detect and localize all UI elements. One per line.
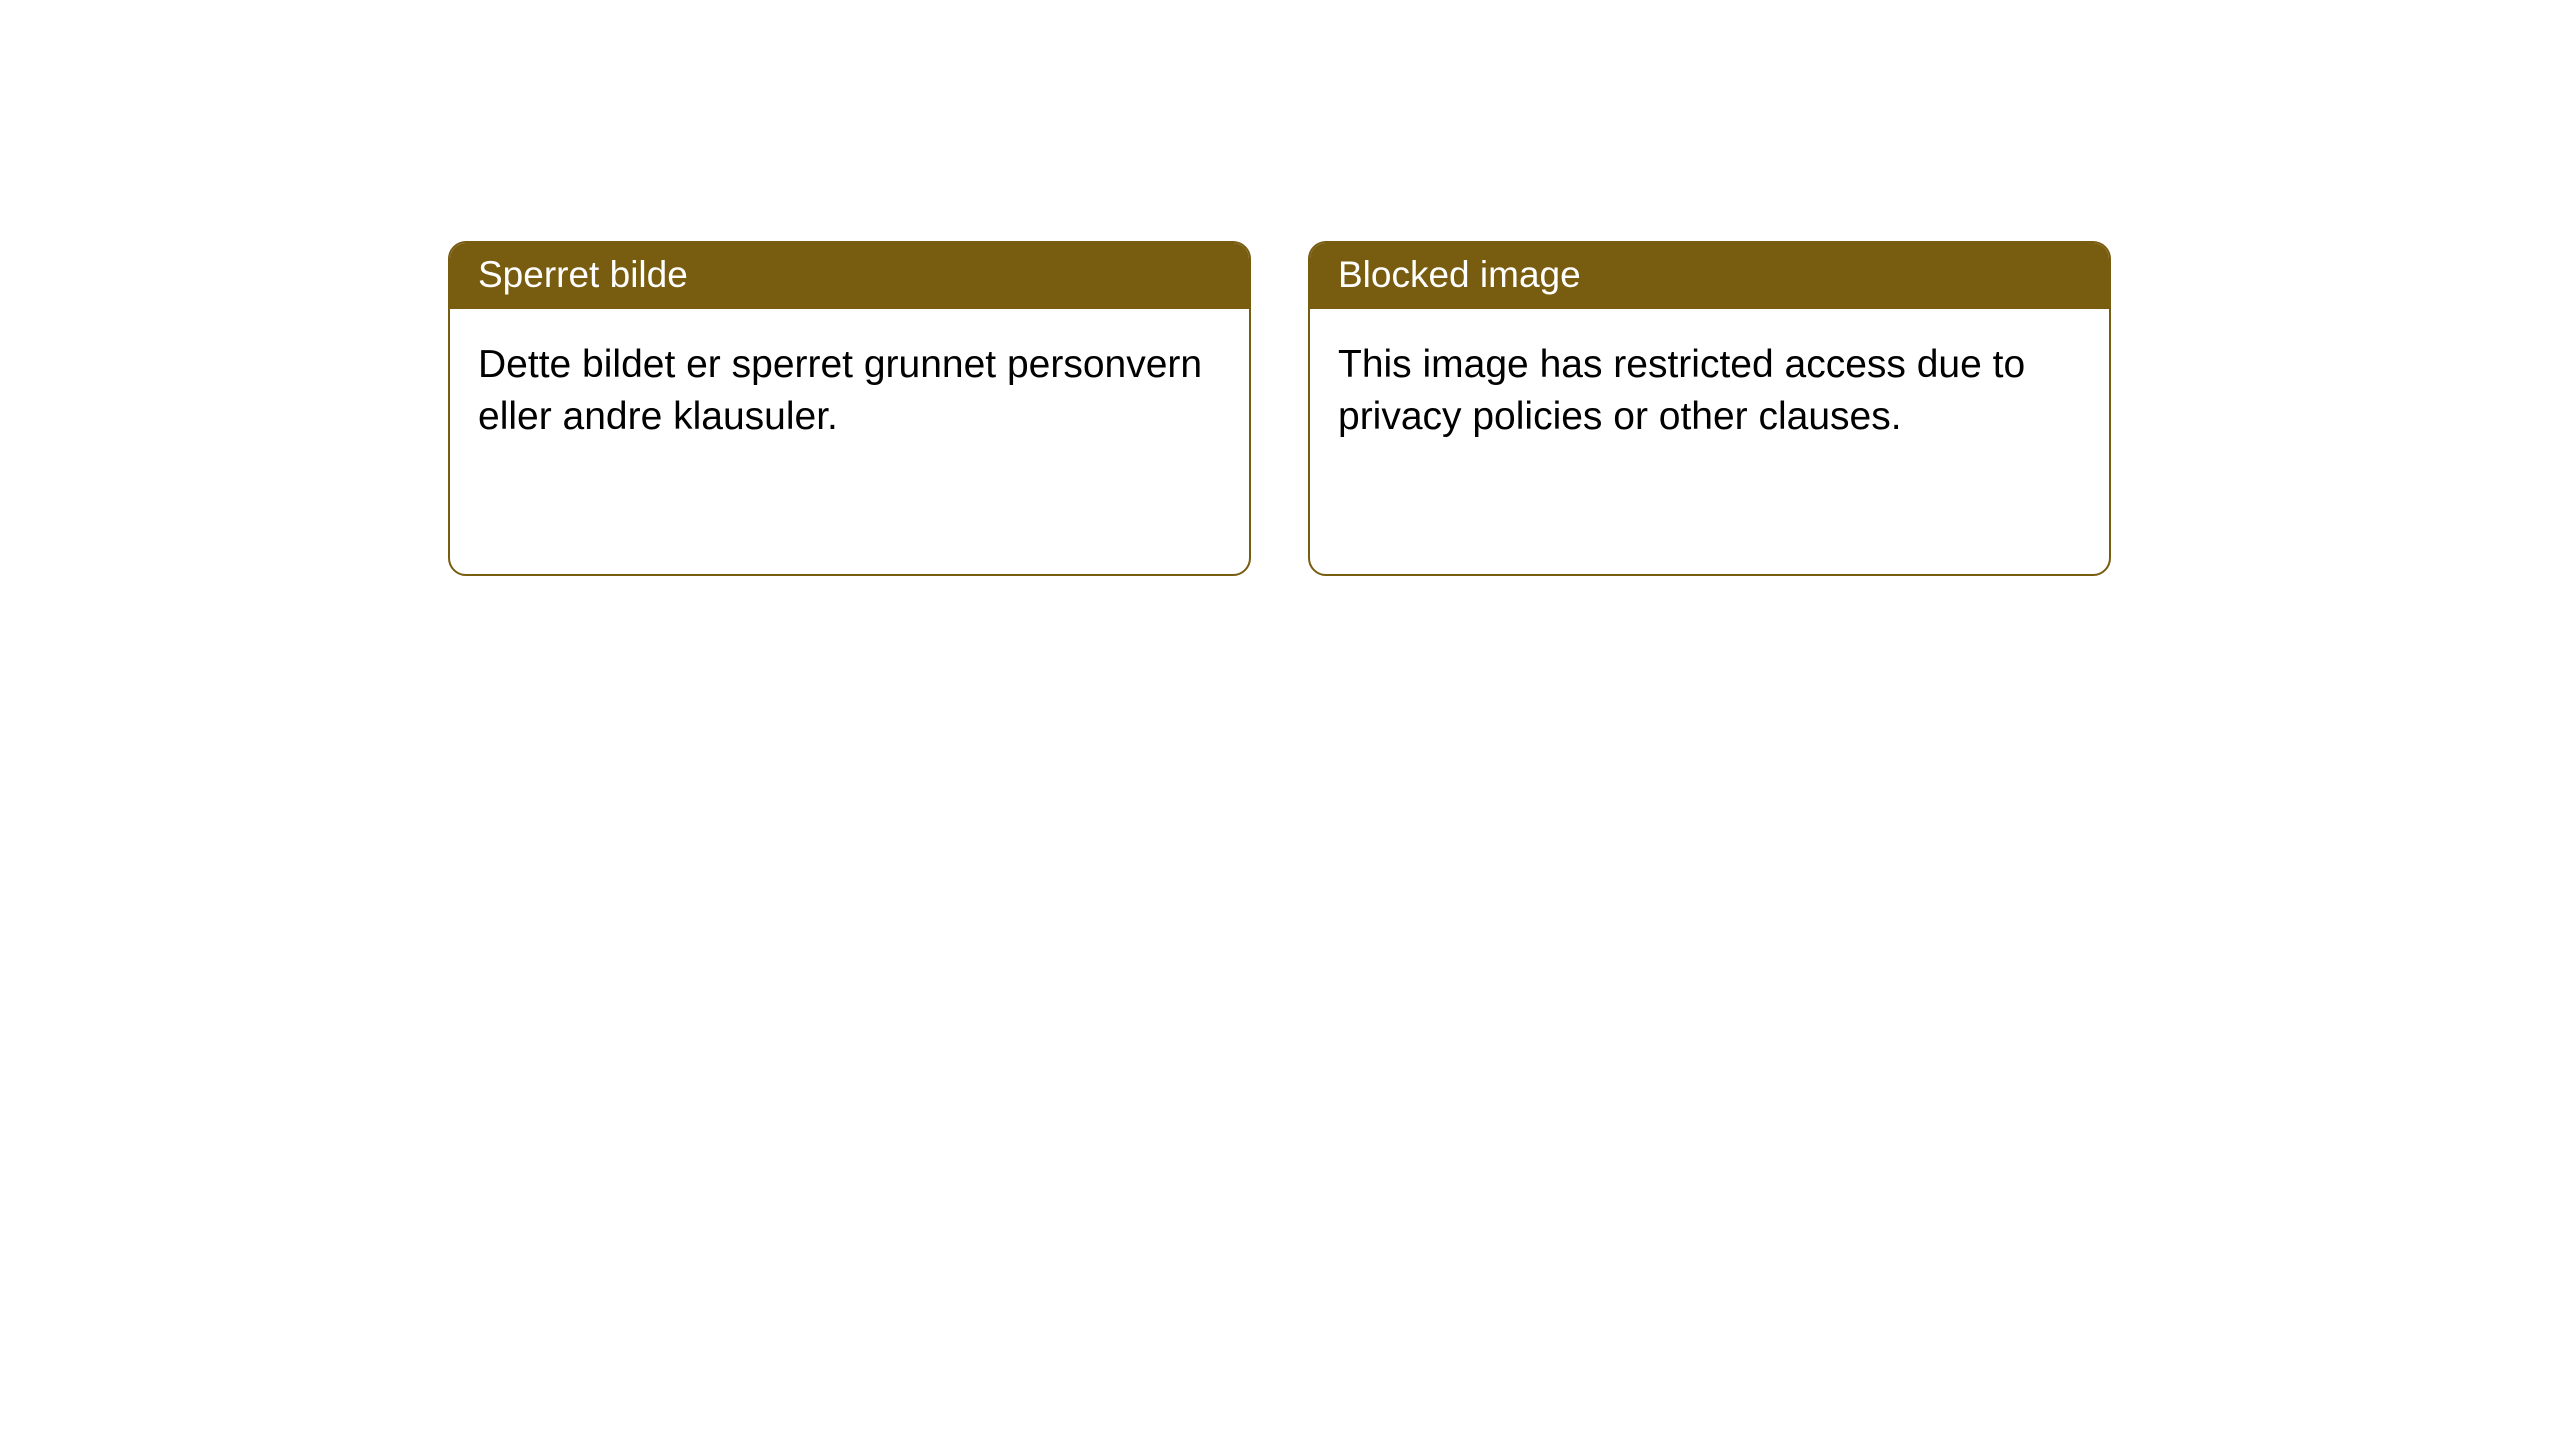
card-body-text: This image has restricted access due to …: [1338, 343, 2025, 437]
card-header: Blocked image: [1310, 243, 2109, 309]
card-body: Dette bildet er sperret grunnet personve…: [450, 309, 1249, 472]
notice-card-english: Blocked image This image has restricted …: [1308, 241, 2111, 576]
card-header: Sperret bilde: [450, 243, 1249, 309]
card-body: This image has restricted access due to …: [1310, 309, 2109, 472]
notice-cards-container: Sperret bilde Dette bildet er sperret gr…: [448, 241, 2111, 576]
notice-card-norwegian: Sperret bilde Dette bildet er sperret gr…: [448, 241, 1251, 576]
card-body-text: Dette bildet er sperret grunnet personve…: [478, 343, 1202, 437]
card-title: Blocked image: [1338, 254, 1581, 295]
card-title: Sperret bilde: [478, 254, 688, 295]
